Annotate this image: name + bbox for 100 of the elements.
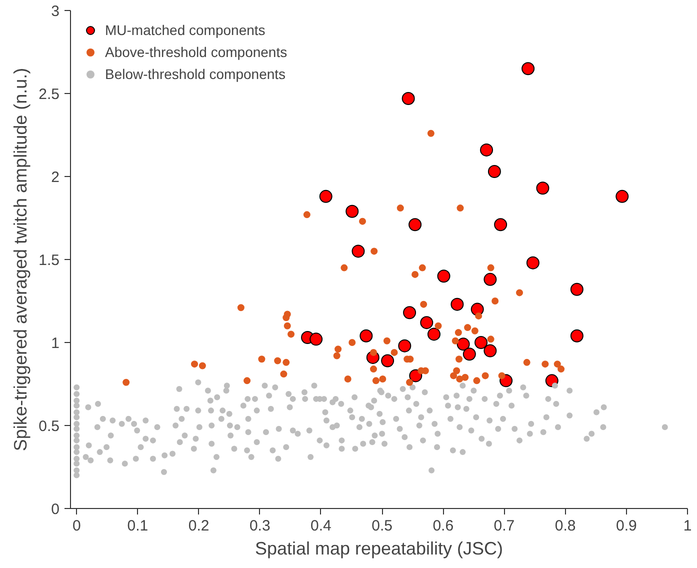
point	[420, 316, 434, 330]
x-tick-label: 0.5	[372, 518, 392, 534]
point	[379, 376, 386, 383]
point	[558, 366, 565, 373]
x-tick-label: 0.8	[554, 518, 576, 534]
point	[542, 360, 549, 368]
x-tick-label: 0	[72, 518, 81, 534]
x-tick-label: 0.2	[188, 518, 210, 534]
point	[333, 352, 340, 360]
point	[352, 244, 365, 258]
point	[191, 360, 198, 368]
point	[536, 182, 550, 195]
point	[348, 339, 356, 346]
point	[346, 204, 359, 218]
point	[456, 338, 470, 351]
point	[370, 348, 377, 356]
point	[484, 272, 497, 286]
point	[456, 376, 464, 383]
point	[471, 327, 478, 334]
y-tick-label: 0	[51, 501, 60, 518]
legend-label: Above-threshold components	[105, 44, 288, 60]
point	[420, 300, 428, 308]
point	[284, 322, 291, 330]
point	[244, 377, 251, 384]
point	[434, 322, 442, 330]
point	[390, 348, 398, 356]
point	[398, 339, 412, 352]
point	[456, 356, 463, 363]
point	[406, 378, 414, 386]
x-tick-label: 0.3	[249, 518, 270, 534]
point	[462, 348, 476, 361]
point	[450, 372, 458, 380]
point	[523, 358, 530, 366]
point	[480, 143, 494, 156]
point	[360, 329, 373, 342]
x-tick-label: 0.1	[127, 518, 148, 534]
y-tick-label: 2	[51, 169, 60, 186]
point	[498, 372, 506, 380]
x-tick-label: 1	[683, 518, 692, 534]
point	[334, 346, 342, 353]
point	[488, 165, 501, 178]
point	[258, 356, 266, 363]
point	[437, 270, 450, 283]
point	[122, 378, 130, 386]
point	[516, 289, 524, 296]
point	[452, 337, 459, 344]
point	[492, 298, 499, 304]
point	[381, 354, 394, 368]
point	[237, 304, 244, 312]
point	[274, 357, 282, 364]
point	[464, 324, 472, 332]
point	[408, 218, 422, 232]
point	[344, 376, 352, 383]
point	[570, 282, 584, 296]
point	[403, 306, 416, 320]
point	[494, 218, 508, 232]
x-tick-label: 0.6	[432, 518, 454, 534]
point	[484, 344, 497, 358]
point	[402, 92, 415, 105]
legend-label: Below-threshold components	[105, 66, 286, 82]
x-axis-title: Spatial map repeatability (JSC)	[254, 538, 504, 558]
point	[372, 377, 380, 384]
point	[280, 370, 288, 378]
point	[310, 332, 323, 346]
point	[482, 372, 489, 380]
point	[370, 248, 378, 255]
point	[198, 362, 206, 370]
point	[396, 204, 404, 212]
point	[319, 190, 332, 203]
point	[570, 329, 584, 342]
point	[383, 337, 390, 344]
point	[462, 374, 469, 381]
point	[475, 312, 482, 320]
y-tick-label: 1	[51, 335, 60, 352]
y-tick-label: 0.5	[38, 418, 60, 435]
point	[522, 62, 535, 76]
point	[418, 264, 426, 272]
point	[454, 329, 462, 336]
point	[526, 256, 540, 270]
x-tick-label: 0.9	[616, 518, 637, 534]
point	[554, 360, 561, 368]
x-tick-label: 0.4	[310, 518, 332, 534]
point	[473, 377, 480, 384]
point	[303, 211, 310, 218]
point	[282, 314, 290, 322]
y-tick-label: 3	[51, 3, 60, 20]
x-tick-label: 0.7	[494, 518, 515, 534]
point	[616, 190, 629, 203]
point	[427, 328, 440, 341]
point	[282, 358, 290, 366]
point	[474, 336, 488, 349]
y-tick-label: 1.5	[38, 252, 60, 269]
point	[370, 366, 377, 373]
legend-label: MU-matched components	[105, 22, 266, 38]
point	[359, 218, 366, 225]
point	[487, 264, 494, 272]
point	[409, 369, 422, 382]
y-tick-label: 2.5	[38, 86, 60, 103]
point	[288, 330, 295, 338]
point	[450, 298, 464, 311]
